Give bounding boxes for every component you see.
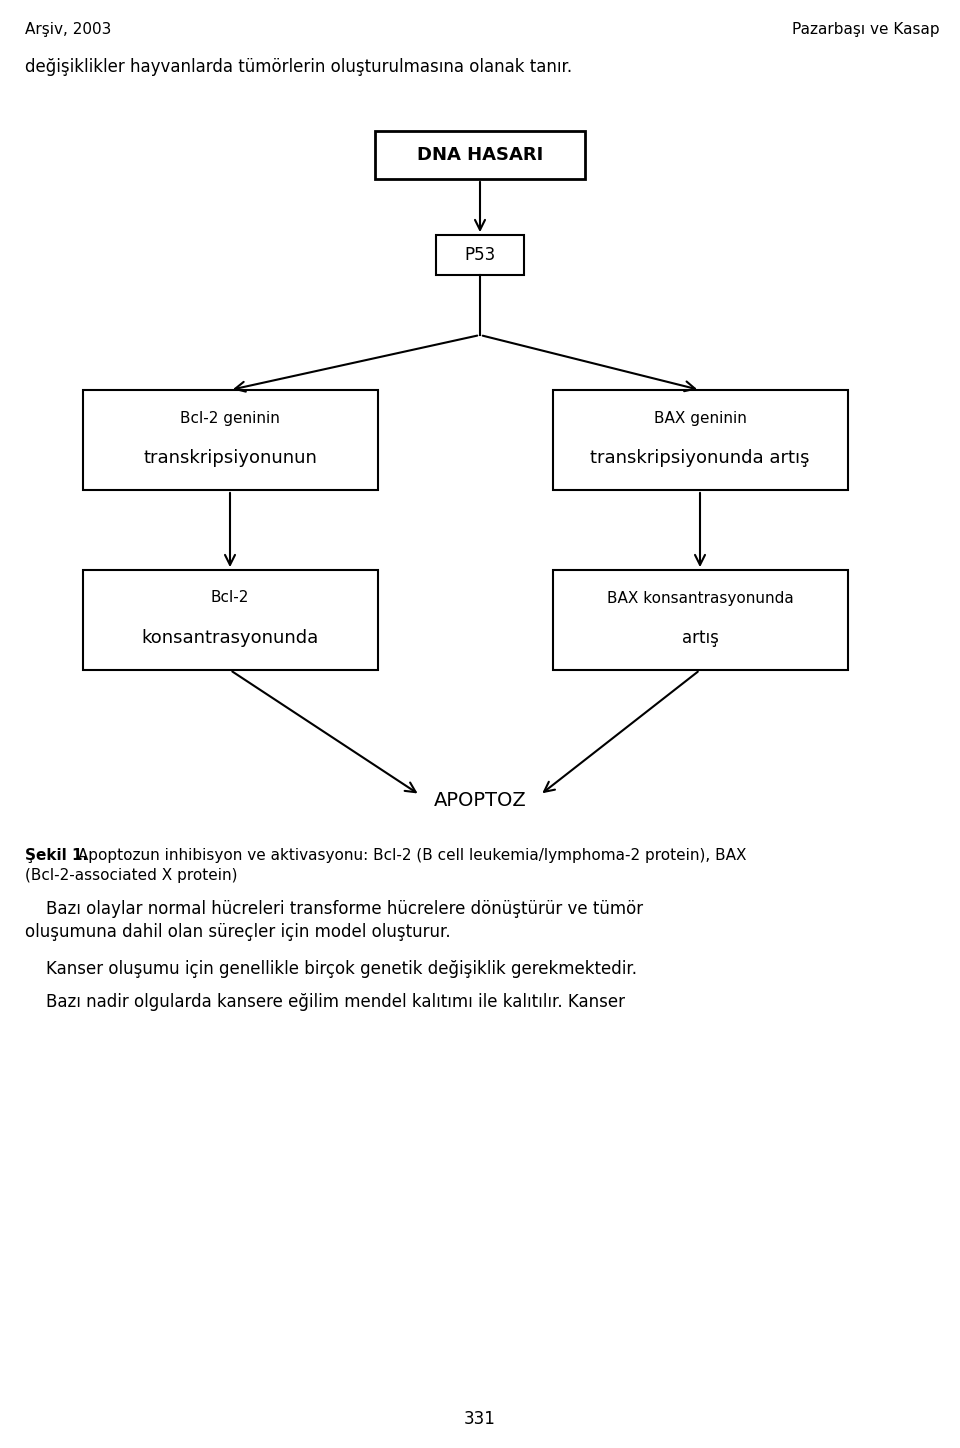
Text: APOPTOZ: APOPTOZ [434,791,526,809]
Text: Bazı nadir olgularda kansere eğilim mendel kalıtımı ile kalıtılır. Kanser: Bazı nadir olgularda kansere eğilim mend… [25,993,625,1011]
Text: P53: P53 [465,246,495,264]
Text: (Bcl-2-associated X protein): (Bcl-2-associated X protein) [25,867,237,883]
Text: BAX geninin: BAX geninin [654,410,747,426]
Text: 331: 331 [464,1410,496,1428]
Text: DNA HASARI: DNA HASARI [417,146,543,164]
Text: Şekil 1.: Şekil 1. [25,849,88,863]
Text: Kanser oluşumu için genellikle birçok genetik değişiklik gerekmektedir.: Kanser oluşumu için genellikle birçok ge… [25,960,637,977]
Text: değişiklikler hayvanlarda tümörlerin oluşturulmasına olanak tanır.: değişiklikler hayvanlarda tümörlerin olu… [25,58,572,75]
Bar [83,571,377,670]
Text: konsantrasyonunda: konsantrasyonunda [141,628,319,647]
Text: oluşumuna dahil olan süreçler için model oluşturur.: oluşumuna dahil olan süreçler için model… [25,922,450,941]
Text: Pazarbaşı ve Kasap: Pazarbaşı ve Kasap [792,22,940,38]
Text: Apoptozun inhibisyon ve aktivasyonu: Bcl-2 (B cell leukemia/lymphoma-2 protein),: Apoptozun inhibisyon ve aktivasyonu: Bcl… [73,849,747,863]
Text: transkripsiyonunun: transkripsiyonunun [143,449,317,468]
Text: transkripsiyonunda artış: transkripsiyonunda artış [590,449,809,468]
Text: Bcl-2: Bcl-2 [211,591,250,605]
Bar [375,130,585,180]
Text: artış: artış [682,628,718,647]
Text: BAX konsantrasyonunda: BAX konsantrasyonunda [607,591,793,605]
Text: Bazı olaylar normal hücreleri transforme hücrelere dönüştürür ve tümör: Bazı olaylar normal hücreleri transforme… [25,901,643,918]
Bar [553,390,848,489]
Bar [436,235,524,275]
Bar [553,571,848,670]
Text: Arşiv, 2003: Arşiv, 2003 [25,22,111,38]
Bar [83,390,377,489]
Text: Bcl-2 geninin: Bcl-2 geninin [180,410,280,426]
